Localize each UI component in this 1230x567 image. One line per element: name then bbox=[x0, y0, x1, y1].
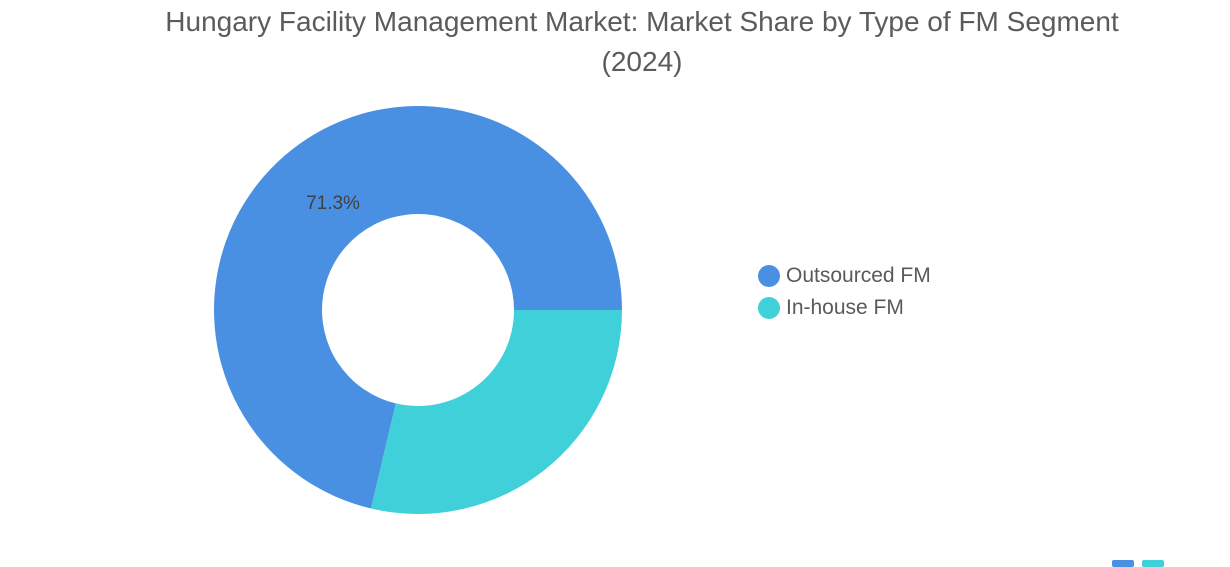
chart-legend: Outsourced FM In-house FM bbox=[758, 260, 931, 324]
donut-slice-outsourced-fm bbox=[214, 106, 622, 509]
slice-value-label: 71.3% bbox=[306, 193, 360, 214]
legend-swatch bbox=[758, 297, 780, 319]
donut-slice-labels: 71.3% bbox=[306, 193, 360, 214]
legend-label: In-house FM bbox=[786, 296, 904, 319]
brand-logo-bar-2 bbox=[1142, 560, 1164, 567]
donut-slices bbox=[214, 106, 622, 514]
legend-item[interactable]: In-house FM bbox=[758, 292, 931, 324]
brand-logo-bar-1 bbox=[1112, 560, 1134, 567]
legend-swatch bbox=[758, 265, 780, 287]
brand-logo bbox=[1112, 560, 1172, 567]
donut-slice-in-house-fm bbox=[371, 310, 622, 514]
legend-item[interactable]: Outsourced FM bbox=[758, 260, 931, 292]
chart-title: Hungary Facility Management Market: Mark… bbox=[165, 6, 1119, 77]
legend-label: Outsourced FM bbox=[786, 264, 931, 287]
